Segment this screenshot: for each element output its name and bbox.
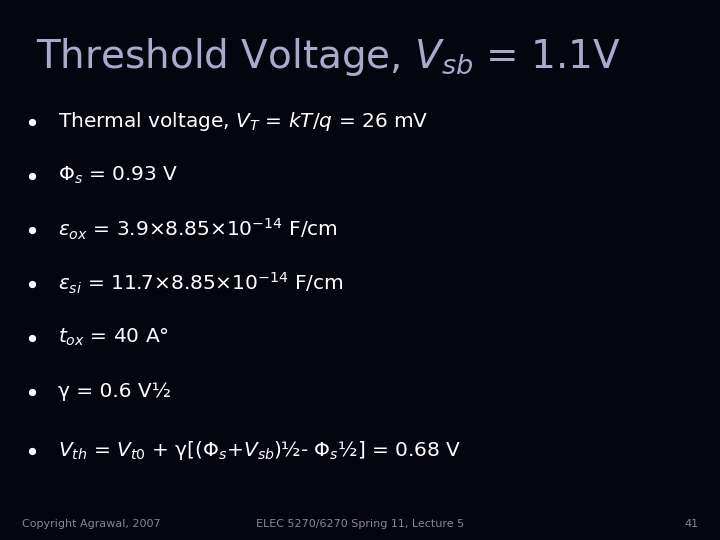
Text: γ = 0.6 V½: γ = 0.6 V½	[58, 382, 171, 401]
Text: $\Phi_s$ = 0.93 V: $\Phi_s$ = 0.93 V	[58, 165, 178, 186]
Text: $V_{th}$ = $V_{t0}$ + γ[($\Phi_s$+$V_{sb}$)½- $\Phi_s$½] = 0.68 V: $V_{th}$ = $V_{t0}$ + γ[($\Phi_s$+$V_{sb…	[58, 440, 461, 462]
Text: Thermal voltage, $V_T$ = $kT/q$ = 26 mV: Thermal voltage, $V_T$ = $kT/q$ = 26 mV	[58, 110, 428, 133]
Text: Threshold Voltage, $V_{sb}$ = 1.1V: Threshold Voltage, $V_{sb}$ = 1.1V	[36, 36, 621, 78]
Text: $t_{ox}$ = 40 A°: $t_{ox}$ = 40 A°	[58, 327, 168, 348]
Text: $\varepsilon_{si}$ = 11.7×8.85×10$^{-14}$ F/cm: $\varepsilon_{si}$ = 11.7×8.85×10$^{-14}…	[58, 271, 343, 296]
Text: ELEC 5270/6270 Spring 11, Lecture 5: ELEC 5270/6270 Spring 11, Lecture 5	[256, 519, 464, 529]
Text: $\varepsilon_{ox}$ = 3.9×8.85×10$^{-14}$ F/cm: $\varepsilon_{ox}$ = 3.9×8.85×10$^{-14}$…	[58, 217, 338, 242]
Text: 41: 41	[684, 519, 698, 529]
Text: Copyright Agrawal, 2007: Copyright Agrawal, 2007	[22, 519, 161, 529]
